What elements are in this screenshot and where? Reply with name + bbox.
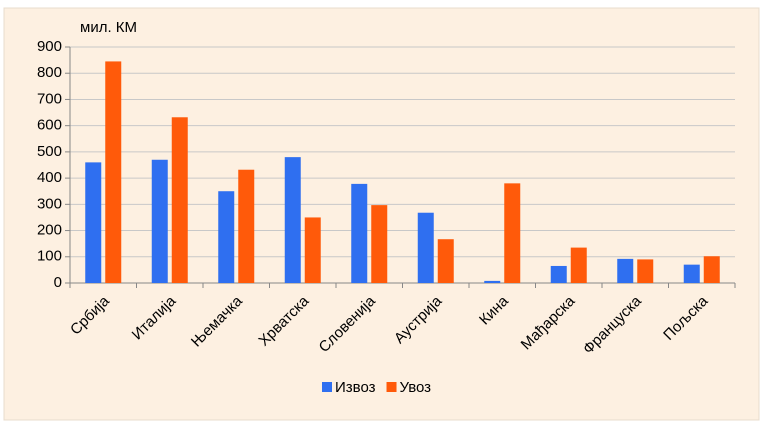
bar [351,183,368,283]
bar [703,256,720,283]
legend-swatch [386,382,397,392]
bar [304,217,321,283]
bar [151,159,168,283]
y-axis-label: мил. КМ [80,19,137,36]
y-tick-label: 0 [54,274,62,291]
y-tick-label: 400 [37,169,62,186]
bar [437,239,454,283]
y-tick-label: 800 [37,64,62,81]
bar [484,280,501,283]
bar [550,265,567,283]
bar [504,183,521,283]
bar [637,259,654,283]
bar [570,247,587,283]
y-tick-label: 900 [37,38,62,55]
y-tick-label: 200 [37,222,62,239]
bar [417,212,434,283]
bar [683,264,700,283]
y-tick-label: 500 [37,143,62,160]
y-tick-label: 300 [37,195,62,212]
legend-swatch [322,382,332,392]
legend-label: Увоз [400,379,432,396]
bar [105,61,122,283]
bar [218,191,235,283]
y-tick-label: 600 [37,117,62,134]
y-tick-label: 100 [37,248,62,265]
bar [284,157,301,283]
legend-label: Извоз [335,379,376,396]
y-tick-label: 700 [37,90,62,107]
bar [85,162,102,283]
bar [371,205,388,283]
bar [238,169,255,283]
bar [171,117,188,283]
bar [617,258,634,283]
